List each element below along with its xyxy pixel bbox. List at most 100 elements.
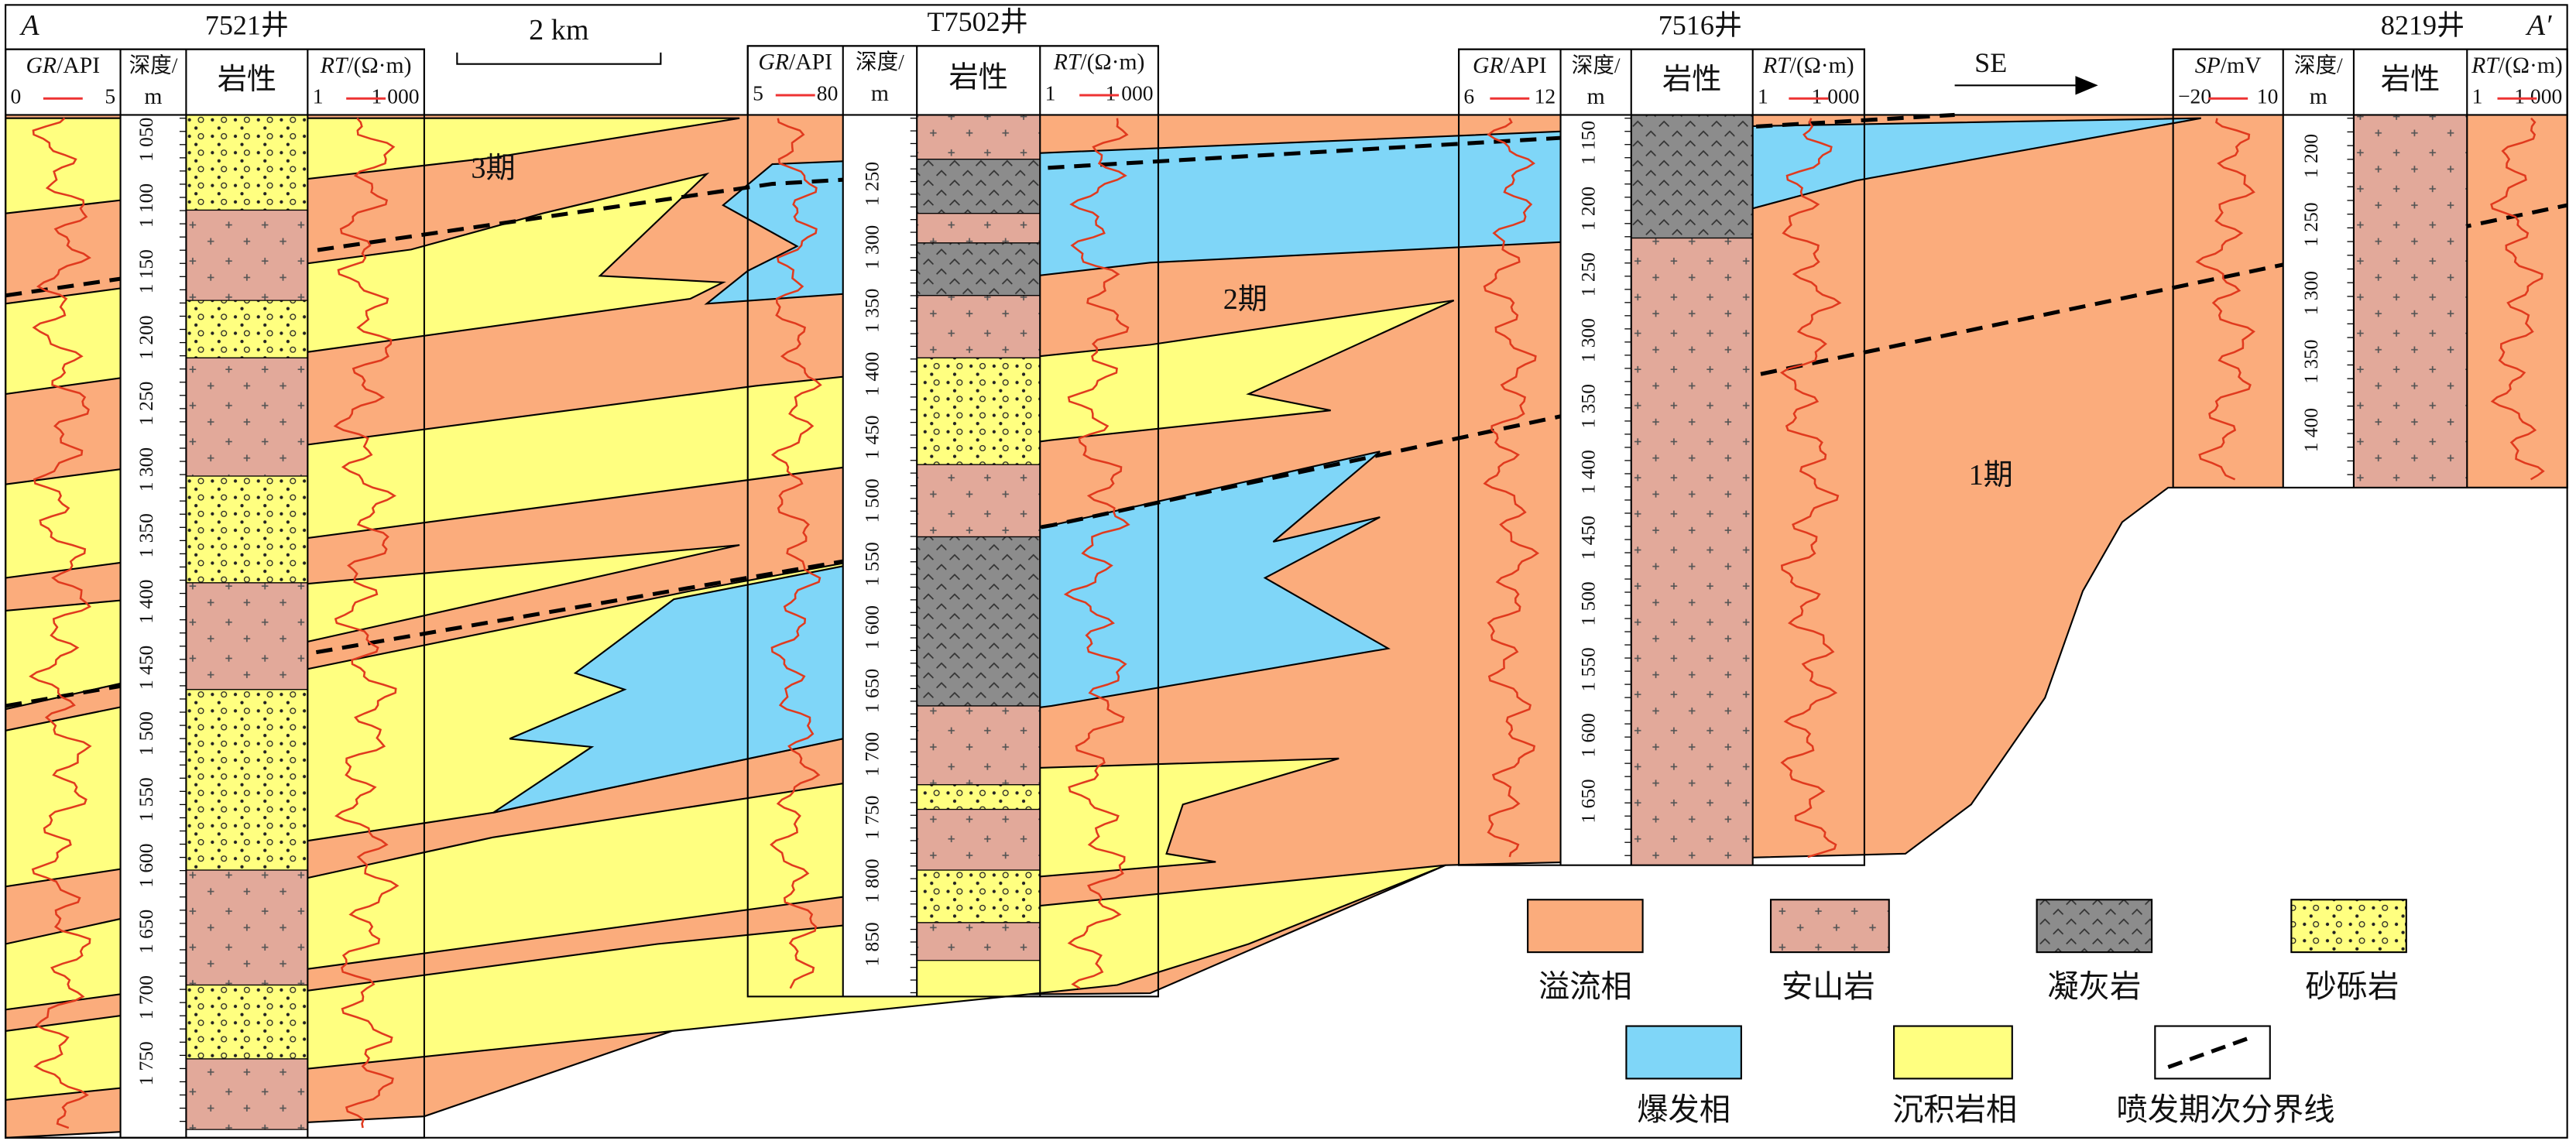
log-curve: GR xyxy=(1473,53,1504,78)
log-unit: /(Ω·m) xyxy=(347,53,411,78)
lithology-block xyxy=(185,475,308,584)
depth-label: 1 400 xyxy=(1577,450,1600,494)
legend-swatch xyxy=(1527,899,1644,954)
depth-label: 1 550 xyxy=(1577,647,1600,691)
depth-label: 1 650 xyxy=(135,910,157,954)
well-box xyxy=(746,45,1160,998)
well-name: 8219井 xyxy=(2381,9,2465,40)
lithology-block xyxy=(2353,114,2468,488)
lithology-block xyxy=(185,209,308,301)
depth-unit: m xyxy=(1587,84,1605,109)
lithology-block xyxy=(1631,114,1754,239)
log-max: 5 xyxy=(105,84,115,108)
log-header: RT/(Ω·m) xyxy=(2471,53,2563,78)
header-box xyxy=(5,48,425,116)
log-min: −20 xyxy=(2178,84,2211,108)
log-header: GR/API xyxy=(758,50,832,75)
log-curve: GR xyxy=(26,53,57,78)
log-unit: /API xyxy=(1504,53,1547,78)
lithology-block xyxy=(916,295,1041,358)
boundary-line xyxy=(5,203,2568,708)
log-header: RT/(Ω·m) xyxy=(1053,50,1145,75)
depth-label: 1 300 xyxy=(861,225,883,269)
depth-label: 1 700 xyxy=(861,732,883,776)
log-curve: RT xyxy=(1053,50,1082,75)
log-curve-trace xyxy=(1779,118,1842,858)
well: 7516井 GR/API 6 12 RT/(Ω·m) 1 1 000 深度/m 岩性 1 150 1… xyxy=(1458,9,1865,866)
well-name: T7502井 xyxy=(928,6,1028,37)
log-min: 6 xyxy=(1463,84,1474,108)
lithology-block xyxy=(916,808,1041,871)
legend-swatch xyxy=(1625,1025,1742,1080)
depth-label: 1 500 xyxy=(861,478,883,523)
log-curve-trace xyxy=(2490,117,2545,481)
depth-label: 1 600 xyxy=(861,605,883,649)
depth-label: 1 150 xyxy=(1577,121,1600,165)
log-unit: /mV xyxy=(2221,53,2262,78)
depth-label: 1 300 xyxy=(135,447,157,492)
log-max: 1 000 xyxy=(1106,81,1154,105)
depth-label: 1 700 xyxy=(135,975,157,1019)
legend-dash xyxy=(2167,1035,2252,1069)
log-min: 1 xyxy=(1045,81,1056,105)
section xyxy=(5,112,2568,1139)
log-curve-trace xyxy=(2195,118,2255,481)
depth-label: 1 500 xyxy=(1577,581,1600,625)
depth-label: 1 650 xyxy=(861,669,883,713)
header-decor: A A′ 2 km SE 3期 2期 1期 xyxy=(5,4,2568,1139)
log-unit: /API xyxy=(57,53,100,78)
depth-unit: m xyxy=(871,81,889,106)
log-header: SP/mV xyxy=(2195,53,2262,78)
depth-label: 1 350 xyxy=(2300,340,2322,384)
log-curve-trace xyxy=(1063,118,1130,989)
depth-label: 1 400 xyxy=(2300,408,2322,452)
lithology-block xyxy=(916,242,1041,296)
lithology-block xyxy=(185,114,308,211)
log-curve: RT xyxy=(320,53,349,78)
depth-label: 1 600 xyxy=(135,844,157,888)
well-name: 7516井 xyxy=(1658,9,1742,40)
log-min: 1 xyxy=(1758,84,1768,108)
lithology-block xyxy=(916,705,1041,786)
depth-column xyxy=(2283,115,2354,488)
lithology-header: 岩性 xyxy=(218,63,276,96)
depth-label: 1 450 xyxy=(135,646,157,690)
well: 8219井 SP/mV −20 10 RT/(Ω·m) 1 1 000 深度/m 岩性 1 200… xyxy=(2172,9,2568,488)
section-start: A xyxy=(19,9,39,42)
depth-label: 1 200 xyxy=(135,315,157,359)
depth-column xyxy=(1560,115,1631,865)
lithology-block xyxy=(185,357,308,477)
legend-swatch xyxy=(2290,899,2407,954)
log-curve-trace xyxy=(1483,118,1540,858)
depth-label: 1 050 xyxy=(135,118,157,162)
depth-label: 1 450 xyxy=(861,415,883,459)
scale-bar xyxy=(456,52,662,65)
frame xyxy=(5,4,2568,1139)
depth-label: 1 200 xyxy=(2300,134,2322,178)
log-header: GR/API xyxy=(26,53,101,78)
log-max: 1 000 xyxy=(2514,84,2562,108)
well: T7502井 GR/API 5 80 RT/(Ω·m) 1 1 000 深度/m 岩性 1 250… xyxy=(746,6,1160,998)
depth-label: 1 550 xyxy=(135,777,157,821)
log-min: 5 xyxy=(753,81,763,105)
log-header: RT/(Ω·m) xyxy=(320,53,412,78)
depth-label: 1 550 xyxy=(861,542,883,586)
depth-label: 1 150 xyxy=(135,249,157,293)
depth-label: 1 300 xyxy=(2300,271,2322,315)
depth-header: 深度/ xyxy=(129,53,178,77)
lithology-block xyxy=(916,922,1041,961)
legend-label: 爆发相 xyxy=(1637,1092,1730,1127)
log-curve-trace xyxy=(29,117,92,1129)
lithology-block xyxy=(916,357,1041,465)
depth-label: 1 750 xyxy=(861,796,883,840)
legend-swatch xyxy=(1769,899,1890,954)
lithology-block xyxy=(185,984,308,1060)
depth-label: 1 350 xyxy=(1577,384,1600,428)
depth-column xyxy=(842,115,918,997)
depth-label: 1 850 xyxy=(861,922,883,966)
depth-label: 1 350 xyxy=(135,513,157,557)
depth-label: 1 250 xyxy=(1577,252,1600,296)
depth-label: 1 250 xyxy=(861,162,883,206)
lithology-block xyxy=(916,213,1041,244)
